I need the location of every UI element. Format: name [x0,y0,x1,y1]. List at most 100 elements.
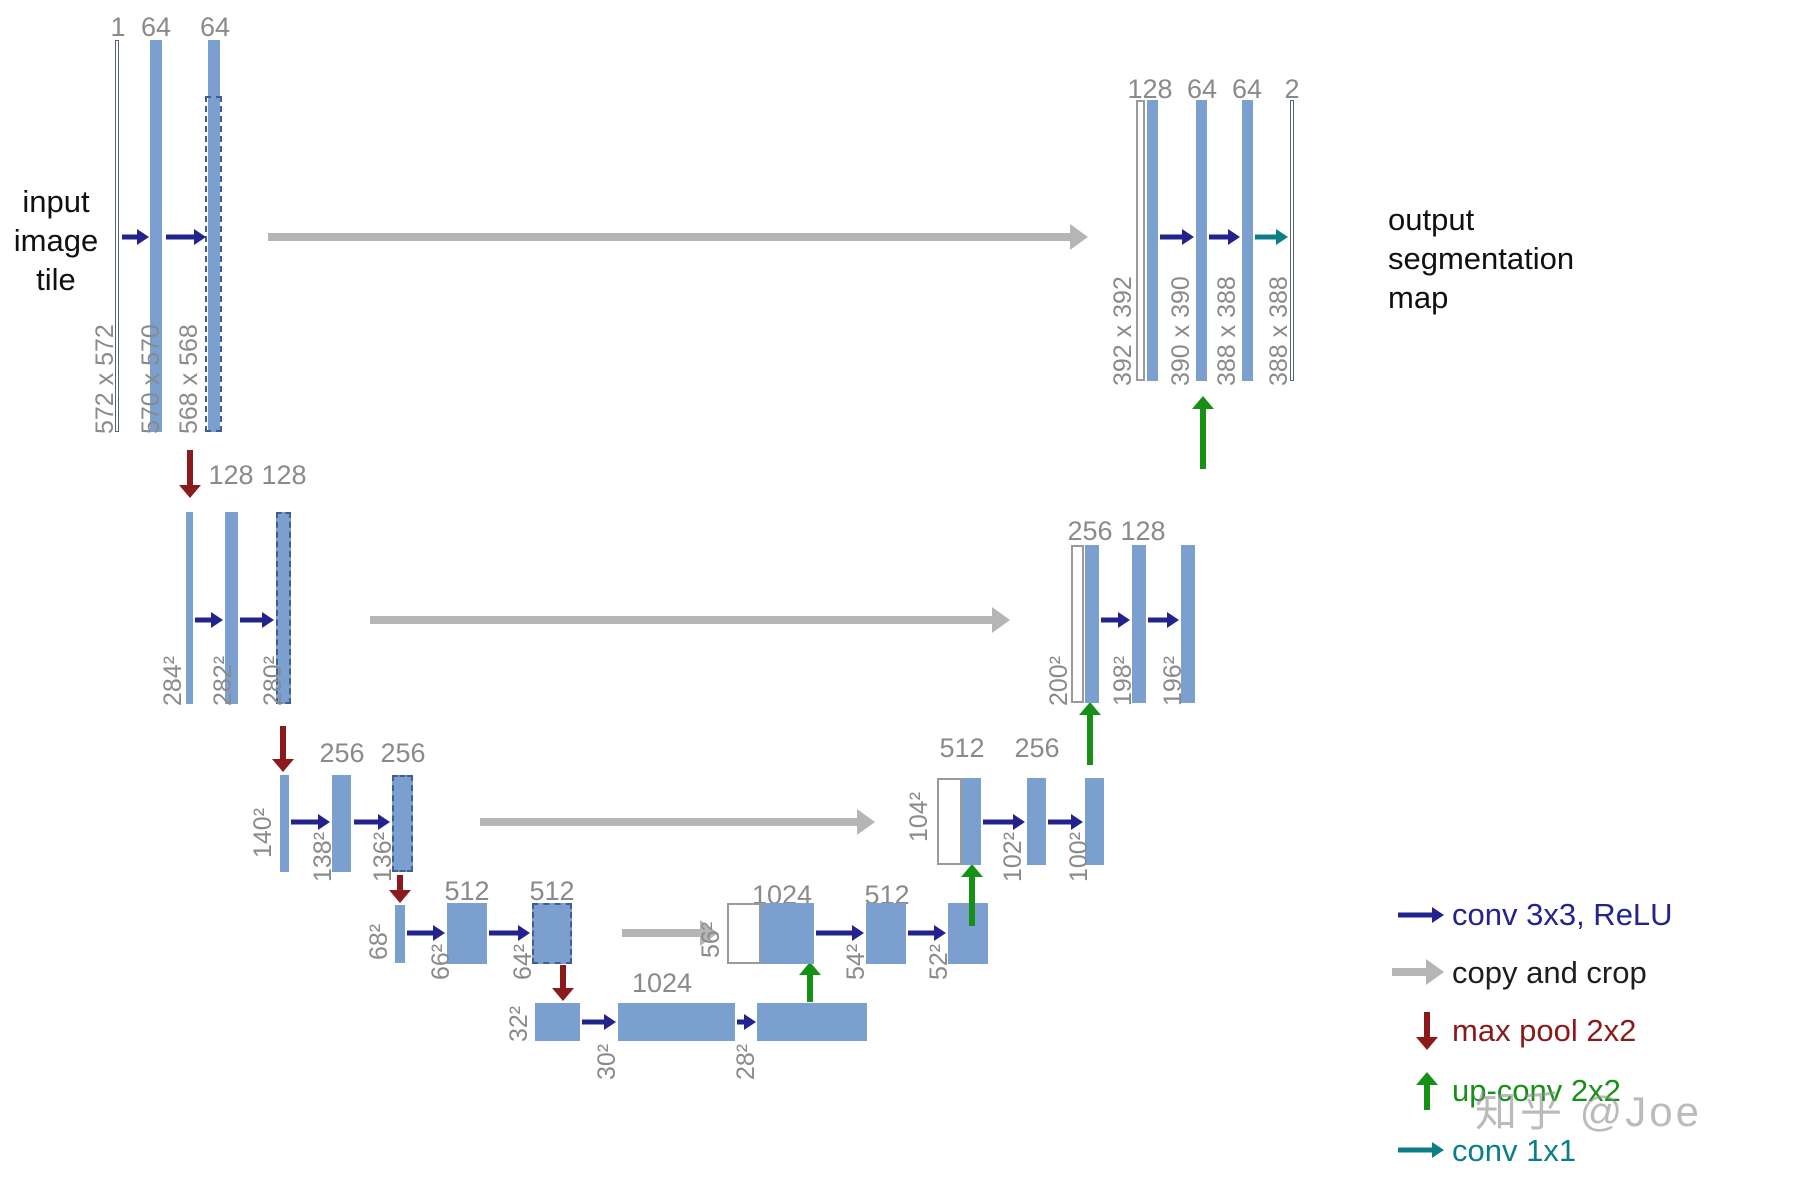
legend-conv-label: conv 3x3, ReLU [1452,897,1673,932]
size-label: 198² [1109,655,1137,706]
conv-arrow [1048,814,1083,830]
feature-map-bar [948,903,988,964]
size-label: 30² [593,1043,621,1080]
size-label: 68² [365,923,393,960]
conv-arrow [291,814,330,830]
conv-arrow [1209,229,1240,245]
size-label: 102² [999,831,1027,882]
up-conv-arrow-icon [1416,1072,1438,1110]
channel-label: 64 [1186,74,1218,104]
size-label: 104² [905,791,933,842]
size-label: 388 x 388 [1265,276,1293,386]
feature-map-bar [962,778,981,865]
conv-arrow-icon [1398,907,1444,923]
up-conv-arrow [799,962,821,1002]
conv-arrow [816,925,864,941]
legend-upconv-label: up-conv 2x2 [1452,1073,1621,1108]
channel-label: 1024 [631,968,693,998]
conv-arrow [1160,229,1194,245]
channel-label: 512 [529,876,575,906]
input-title-line1: input [22,184,90,219]
size-label: 282² [209,655,237,706]
crop-feature-bar [532,903,572,964]
conv-arrow [195,612,223,628]
feature-map-bar [1147,100,1158,381]
feature-map-bar [447,903,487,964]
copy-arrow [268,224,1088,250]
up-conv-arrow [1079,702,1101,765]
copied-feature-bar [1071,545,1084,703]
conv-arrow [354,814,390,830]
size-label: 32² [505,1005,533,1042]
feature-map-bar [150,40,162,432]
size-label: 568 x 568 [175,324,203,434]
channel-label: 256 [380,738,426,768]
size-label: 28² [732,1043,760,1080]
feature-map-bar [280,775,289,872]
conv-arrow [166,229,206,245]
size-label: 388 x 388 [1213,276,1241,386]
size-label: 390 x 390 [1167,276,1195,386]
legend-conv1x1-label: conv 1x1 [1452,1133,1577,1168]
max-pool-arrow [389,875,411,903]
max-pool-arrow-icon [1416,1012,1438,1050]
size-label: 54² [842,943,870,980]
conv-arrow [407,925,445,941]
conv-arrow [1101,612,1130,628]
feature-map-bar [618,1003,735,1041]
copy-arrow [480,809,875,835]
channel-label: 512 [444,876,490,906]
size-label: 138² [309,831,337,882]
size-label: 570 x 570 [137,324,165,434]
feature-map-bar [535,1003,580,1041]
feature-map-bar [866,903,906,964]
channel-label: 2 [1284,74,1300,104]
input-image-bar [115,40,119,432]
conv-arrow [908,925,946,941]
max-pool-arrow [179,450,201,498]
output-title-line2: segmentation [1388,241,1575,276]
conv-arrow [1148,612,1179,628]
conv-arrow [122,229,149,245]
size-label: 64² [509,943,537,980]
conv-arrow [240,612,274,628]
channel-label: 128 [208,460,254,490]
size-label: 392 x 392 [1109,276,1137,386]
input-title: input image tile [0,182,112,299]
max-pool-arrow [552,965,574,1001]
legend-copy-label: copy and crop [1452,955,1647,990]
size-label: 66² [427,943,455,980]
conv-arrow [582,1014,616,1030]
max-pool-arrow [272,726,294,772]
size-label: 572 x 572 [91,324,119,434]
input-title-line3: tile [36,262,76,297]
copy-arrow-icon [1392,959,1444,985]
conv-arrow [737,1014,756,1030]
conv-arrow [489,925,530,941]
feature-map-bar [1242,100,1253,381]
feature-map-bar [395,905,405,963]
output-title: output segmentation map [1388,200,1574,317]
copied-feature-bar [727,903,761,964]
channel-label: 256 [1014,733,1060,763]
output-title-line1: output [1388,202,1475,237]
feature-map-bar [1181,545,1195,703]
feature-map-bar [757,1003,867,1041]
size-label: 140² [249,807,277,858]
copy-arrow [622,920,718,946]
copied-feature-bar [1136,100,1145,381]
up-conv-arrow [961,864,983,926]
input-title-line2: image [13,223,99,258]
copied-feature-bar [937,778,962,865]
size-label: 100² [1065,831,1093,882]
feature-map-bar [1027,778,1046,865]
channel-label: 256 [319,738,365,768]
size-label: 56² [697,921,725,958]
feature-map-bar [761,903,814,964]
feature-map-bar [1085,545,1099,703]
feature-map-bar [208,40,220,432]
up-conv-arrow [1192,396,1214,469]
size-label: 52² [925,943,953,980]
feature-map-bar [332,775,351,872]
